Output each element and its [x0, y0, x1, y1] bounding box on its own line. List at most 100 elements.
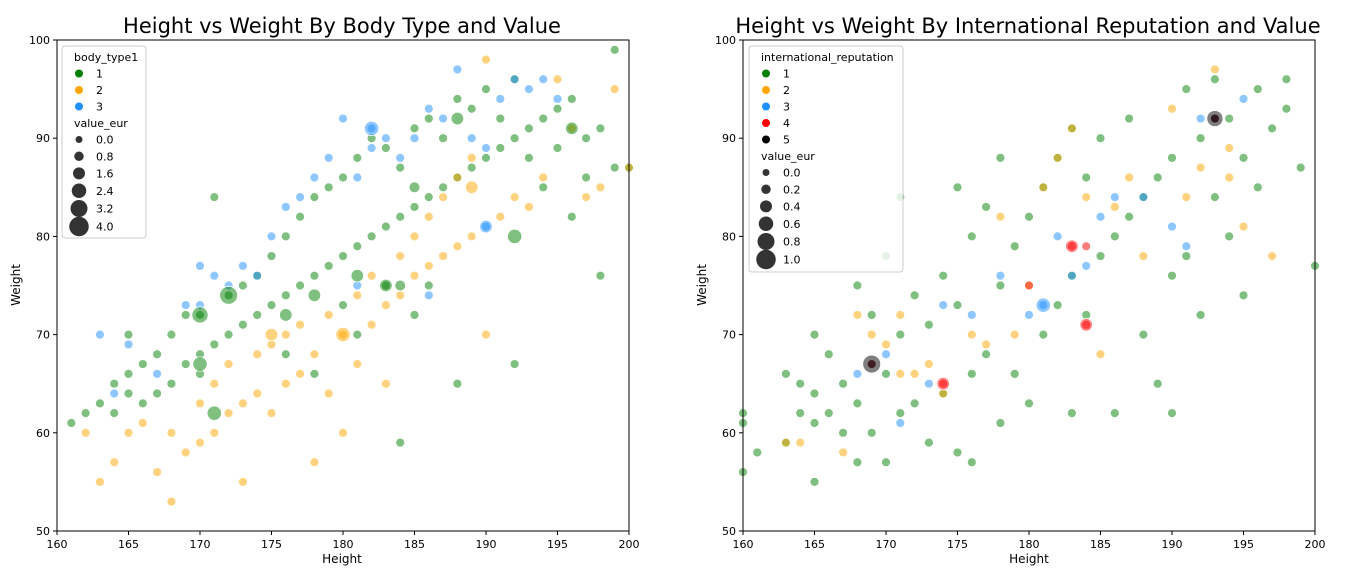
x-tick-label: 195 [1233, 538, 1254, 551]
data-point [409, 123, 420, 134]
data-point [209, 427, 220, 438]
data-point [423, 280, 434, 291]
x-tick-label: 180 [1019, 538, 1040, 551]
data-point [137, 359, 148, 369]
series-2-points [80, 54, 634, 507]
data-point [924, 319, 934, 330]
data-point [838, 378, 848, 389]
data-point [252, 349, 263, 360]
data-point [1081, 241, 1092, 252]
data-point [509, 133, 520, 144]
highlighted-point [206, 405, 222, 421]
data-point [609, 44, 620, 55]
data-point [966, 231, 977, 242]
highlighted-point [191, 306, 209, 324]
data-point [395, 152, 406, 163]
legend-hue-label: 2 [783, 84, 790, 97]
data-point [581, 172, 591, 183]
data-point [209, 339, 220, 350]
data-point [1281, 74, 1292, 85]
data-point [1138, 329, 1149, 340]
chart-right-x-label: Height [1009, 552, 1049, 566]
data-point [1124, 172, 1134, 183]
data-point [595, 123, 606, 134]
y-tick-label: 100 [715, 34, 736, 47]
x-tick-label: 165 [804, 538, 825, 551]
data-point [1109, 192, 1120, 203]
highlighted-point [1206, 110, 1224, 128]
data-point [109, 408, 120, 419]
x-tick-label: 185 [1090, 538, 1111, 551]
data-point [481, 84, 491, 94]
data-point [323, 260, 334, 271]
data-point [237, 319, 248, 330]
data-point [966, 368, 977, 379]
data-point [166, 496, 177, 507]
x-tick-label: 170 [190, 538, 211, 551]
data-point [1009, 368, 1020, 379]
data-point [781, 368, 791, 379]
data-point [395, 251, 406, 261]
data-point [366, 231, 377, 242]
data-point [809, 418, 820, 428]
chart-left-points [66, 44, 634, 507]
data-point [280, 349, 291, 360]
data-point [180, 300, 191, 311]
highlighted-point [379, 278, 393, 293]
y-tick-label: 100 [29, 34, 50, 47]
data-point [309, 192, 320, 203]
data-point [1067, 270, 1077, 281]
data-point [1052, 231, 1063, 242]
data-point [866, 310, 877, 320]
data-point [466, 133, 477, 144]
data-point [266, 231, 277, 242]
data-point [1181, 241, 1192, 252]
highlighted-point [192, 356, 208, 372]
data-point [795, 378, 806, 389]
data-point [438, 133, 449, 144]
x-tick-label: 185 [404, 538, 425, 551]
data-point [1210, 64, 1220, 75]
data-point [1181, 192, 1192, 203]
data-point [966, 457, 977, 468]
legend-size-label: 2.4 [96, 185, 114, 198]
data-point [452, 64, 463, 75]
data-point [1009, 329, 1020, 340]
highlighted-point [506, 228, 523, 244]
data-point [581, 192, 591, 203]
highlighted-point [264, 327, 279, 342]
data-point [823, 408, 834, 419]
data-point [909, 368, 920, 379]
data-point [1238, 94, 1249, 104]
data-point [395, 437, 406, 448]
legend-hue-label: 5 [783, 134, 790, 147]
data-point [995, 211, 1006, 222]
x-tick-label: 195 [547, 538, 568, 551]
data-point [452, 94, 463, 104]
highlighted-point [936, 377, 950, 391]
x-tick-label: 190 [476, 538, 497, 551]
data-point [137, 418, 148, 428]
data-point [237, 476, 248, 487]
legend-hue-title: international_reputation [761, 51, 894, 64]
legend-hue-marker [762, 135, 770, 144]
data-point [409, 270, 420, 281]
highlighted-point [307, 288, 322, 303]
data-point [380, 133, 391, 144]
data-point [1167, 408, 1177, 419]
data-point [1295, 162, 1306, 173]
y-tick-label: 80 [722, 230, 736, 243]
highlighted-point [1035, 297, 1051, 313]
data-point [809, 476, 820, 487]
data-point [323, 388, 334, 399]
data-point [1024, 310, 1034, 320]
data-point [395, 290, 406, 301]
data-point [1238, 221, 1249, 232]
x-tick-label: 175 [261, 538, 282, 551]
data-point [195, 260, 205, 271]
data-point [180, 310, 191, 320]
data-point [781, 437, 791, 448]
data-point [352, 152, 363, 163]
data-point [252, 388, 263, 399]
data-point [295, 280, 306, 291]
